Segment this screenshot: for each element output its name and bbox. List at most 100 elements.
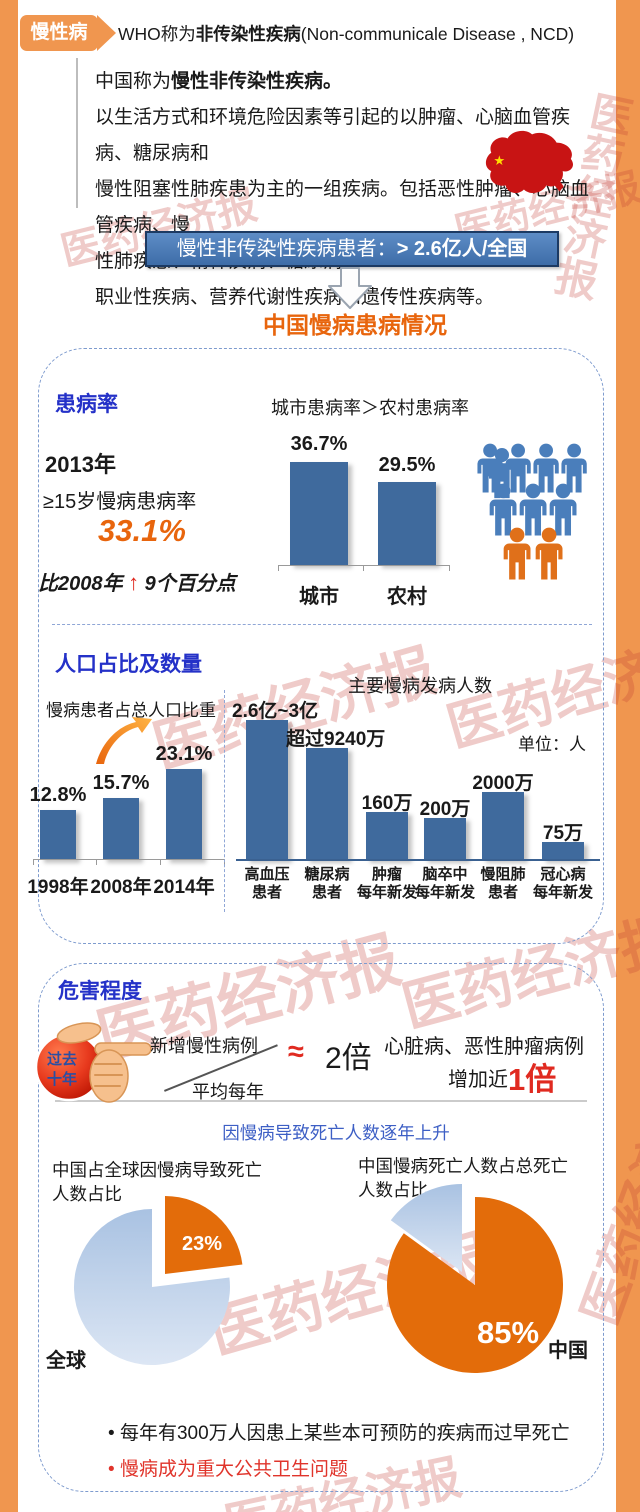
pie-slice-other: [390, 1184, 462, 1272]
bar-stroke: [424, 818, 466, 860]
chronic-disease-badge: 慢性病: [20, 15, 98, 51]
bar-rural: [378, 482, 436, 565]
bar-copd: [482, 792, 524, 860]
who-prefix: WHO称为: [118, 24, 196, 44]
pie-value-label: 85%: [477, 1315, 539, 1350]
axis-tick: [363, 565, 364, 571]
chart-divider: [224, 690, 225, 912]
bar-tumor: [366, 812, 408, 860]
category-line1: 脑卒中: [422, 866, 468, 883]
urban-rural-compare-title: 城市患病率＞农村患病率: [271, 398, 469, 418]
chart-b-axis: [33, 859, 225, 860]
category-line1: 慢阻肺: [480, 866, 526, 883]
pie-title-line1: 中国占全球因慢病导致死亡: [52, 1160, 262, 1180]
note-suffix: 9个百分点: [144, 573, 236, 595]
left-orange-border: [0, 0, 18, 1512]
bar-value-label: 15.7%: [92, 772, 150, 794]
bar-value-label: 12.8%: [29, 784, 87, 806]
axis-tick: [33, 859, 34, 865]
bar-2008: [103, 798, 139, 860]
bullet-public-health: • 慢病成为重大公共卫生问题: [108, 1454, 348, 1481]
bar-category-label: 城市: [299, 586, 339, 608]
pie-slice-other: [73, 1209, 230, 1365]
right-orange-border: [616, 0, 640, 1512]
category-line2: 每年新发: [532, 884, 593, 901]
bullet-dot: •: [108, 1459, 115, 1480]
global-share-pie: 23%: [73, 1196, 243, 1365]
harm-divider: [55, 1100, 587, 1102]
down-arrow-icon: [328, 267, 372, 309]
bullet2-text: 慢病成为重大公共卫生问题: [119, 1459, 348, 1480]
description-line: 以生活方式和环境危险因素等引起的以肿瘤、心脑血管疾病、糖尿病和: [95, 107, 571, 164]
axis-tick: [278, 565, 279, 571]
bar-category-label: 脑卒中 每年新发: [413, 866, 477, 902]
bar-value-label: 36.7%: [290, 433, 348, 455]
bar-value-label: 29.5%: [378, 454, 436, 476]
global-pie-title: 中国占全球因慢病导致死亡 人数占比: [52, 1158, 262, 1206]
category-line2: 患者: [251, 884, 282, 901]
category-line2: 每年新发: [414, 884, 475, 901]
bar-category-label: 2008年: [90, 877, 152, 898]
chart-c-axis: [236, 859, 600, 861]
bar-value-label: 2000万: [472, 773, 534, 794]
approx-symbol: ≈: [288, 1036, 304, 1068]
population-heading: 人口占比及数量: [55, 653, 202, 676]
description-paragraph: 以生活方式和环境危险因素等引起的以肿瘤、心脑血管疾病、糖尿病和 慢性阻塞性肺疾患…: [95, 100, 605, 316]
ball-text-line2: 十年: [47, 1070, 77, 1088]
bar-category-label: 慢阻肺 患者: [471, 866, 535, 902]
china-share-pie: 85%: [387, 1184, 564, 1373]
category-line1: 冠心病: [540, 866, 586, 883]
ncd-patients-banner: 慢性非传染性疾病患者：> 2.6亿人/全国: [145, 231, 559, 267]
hand-thumb: [56, 1022, 102, 1044]
pie-slice-china: [165, 1196, 243, 1274]
prevalence-desc: ≥15岁慢病患病率: [43, 491, 197, 513]
bullet1-text: 每年有300万人因患上某些本可预防的疾病而过早死亡: [119, 1423, 570, 1444]
badge-arrow-tip: [97, 15, 116, 51]
bar-category-label: 1998年: [27, 877, 89, 898]
map-star-icon: ★: [493, 153, 505, 168]
section-divider: [52, 624, 592, 625]
unit-label: 单位：人: [518, 735, 586, 754]
china-map-icon: ★: [485, 130, 574, 194]
who-term: 非传染性疾病: [195, 24, 301, 44]
bar-diabetes: [306, 748, 348, 860]
prevalence-rate: 33.1%: [98, 513, 186, 548]
harm-panel: [38, 963, 604, 1492]
category-line1: 肿瘤: [371, 866, 402, 883]
who-suffix: (Non-communicale Disease , NCD): [300, 24, 575, 44]
bullet-dot: •: [108, 1423, 115, 1444]
increase-1x: 1倍: [508, 1062, 557, 1097]
bar-category-label: 2014年: [153, 877, 215, 898]
bar-value-label: 2.6亿~3亿: [232, 701, 319, 722]
axis-tick: [160, 859, 161, 865]
increase-line: 增加近1倍: [448, 1054, 556, 1099]
bar-category-label: 高血压 患者: [235, 866, 299, 902]
desc-prefix: 中国称为: [95, 71, 172, 92]
category-line2: 每年新发: [356, 884, 417, 901]
bar-2014: [166, 769, 202, 860]
bar-value-label: 200万: [419, 799, 471, 820]
description-line: 职业性疾病、营养代谢性疾病和遗传性疾病等。: [95, 287, 495, 308]
description-line: 慢性阻塞性肺疾患为主的一组疾病。包括恶性肿瘤、心脑血管疾病、慢: [95, 179, 590, 236]
bullet-premature-deaths: • 每年有300万人因患上某些本可预防的疾病而过早死亡: [108, 1418, 570, 1445]
bar-category-label: 糖尿病 患者: [295, 866, 359, 902]
bar-urban: [290, 462, 348, 565]
category-line2: 患者: [311, 884, 342, 901]
who-definition-line: WHO称为非传染性疾病(Non-communicale Disease , NC…: [118, 21, 574, 46]
main-title: 中国慢病患病情况: [263, 312, 447, 338]
ball-text-line1: 过去: [47, 1050, 77, 1068]
growth-swoosh-arrow-icon: [96, 717, 152, 764]
pie-slice-chronic: [387, 1197, 564, 1373]
pie-title-line1: 中国慢病死亡人数占总死亡: [358, 1156, 568, 1176]
past-decade-ball-hand-icon: 过去 十年: [35, 1022, 152, 1103]
banner-count: > 2.6亿人/全国: [396, 238, 528, 260]
heart-cancer-line: 心脏病、恶性肿瘤病例: [384, 1036, 584, 1058]
china-pie-title: 中国慢病死亡人数占总死亡 人数占比: [358, 1154, 568, 1202]
pie-title-line2: 人数占比: [52, 1184, 122, 1204]
pie-title-line2: 人数占比: [358, 1180, 428, 1200]
harm-heading: 危害程度: [58, 980, 142, 1003]
fraction-denominator: 平均每年: [192, 1082, 264, 1102]
prevalence-heading: 患病率: [55, 393, 118, 416]
global-caption: 全球: [46, 1350, 86, 1372]
